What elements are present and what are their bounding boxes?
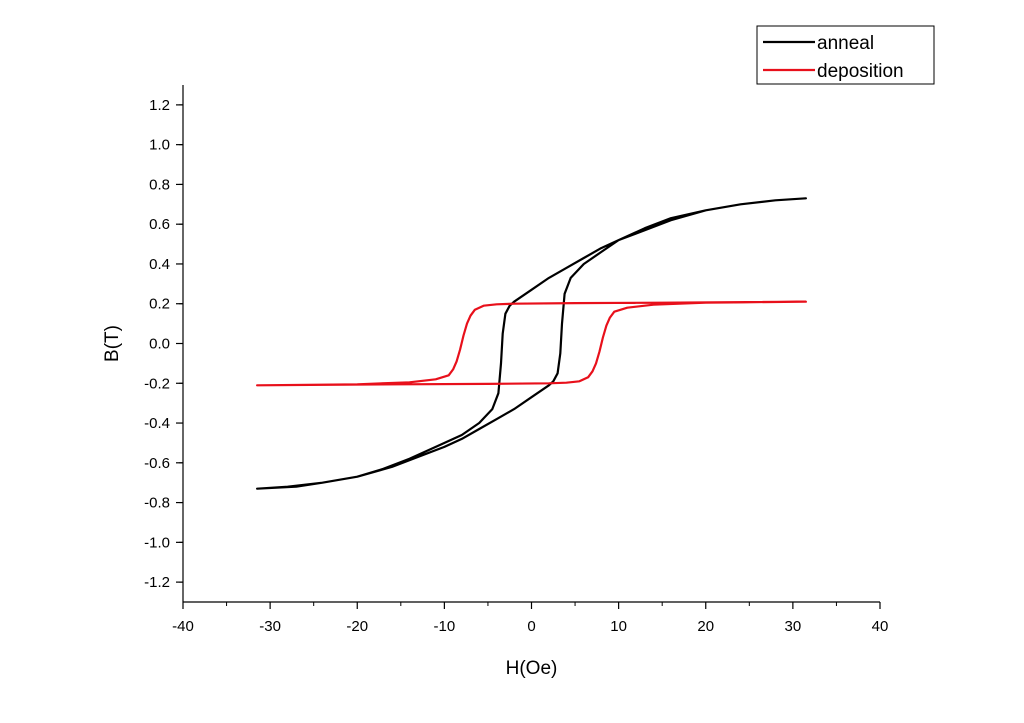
y-tick-label: 1.2: [149, 97, 170, 114]
series-line-anneal: [256, 197, 808, 490]
series-line-deposition: [256, 300, 808, 387]
y-tick-label: -0.6: [144, 455, 170, 472]
x-tick-label: -10: [434, 618, 456, 635]
y-tick-label: -0.2: [144, 375, 170, 392]
y-tick-label: -1.0: [144, 534, 170, 551]
y-tick-label: -0.4: [144, 415, 170, 432]
y-tick-label: 1.0: [149, 137, 170, 154]
axes-layer: [182, 85, 880, 603]
y-tick-label: 0.4: [149, 256, 170, 273]
y-ticks: -1.2 -1.0 -0.8 -0.6 -0.4 -0.2 0.0 0.2 0.4 0.6 0.8 1…: [144, 97, 183, 591]
legend-label-anneal: anneal: [817, 33, 874, 54]
x-tick-label: 10: [610, 618, 627, 635]
legend-label-deposition: deposition: [817, 61, 904, 82]
x-axis-title: H(Oe): [506, 658, 558, 679]
x-tick-label: -40: [172, 618, 194, 635]
y-axis-title: B(T): [102, 325, 123, 362]
legend-box: [756, 25, 935, 85]
y-tick-label: 0.2: [149, 296, 170, 313]
y-tick-label: -1.2: [144, 574, 170, 591]
x-ticks: -40 -30 -20 -10 0 10 20 30 40: [172, 602, 888, 635]
y-tick-label: -0.8: [144, 495, 170, 512]
series-layer: [256, 197, 808, 490]
y-tick-label: 0.6: [149, 216, 170, 233]
y-tick-label: 0.0: [149, 336, 170, 353]
legend: anneal deposition: [756, 25, 935, 85]
x-tick-label: 20: [697, 618, 714, 635]
x-tick-label: 30: [785, 618, 802, 635]
y-tick-label: 0.8: [149, 176, 170, 193]
x-tick-label: 40: [872, 618, 889, 635]
x-tick-label: 0: [527, 618, 535, 635]
x-tick-label: -30: [259, 618, 281, 635]
x-tick-label: -20: [346, 618, 368, 635]
